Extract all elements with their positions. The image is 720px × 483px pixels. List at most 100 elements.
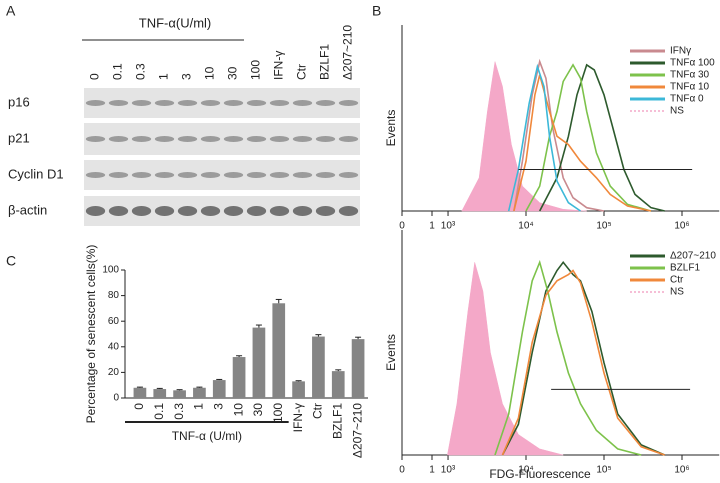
band: [200, 172, 221, 178]
legend-label: TNFα 100: [670, 58, 715, 69]
band: [223, 206, 244, 216]
x-tick-label: 100: [271, 403, 285, 423]
band: [85, 206, 106, 216]
band: [338, 100, 359, 106]
band: [315, 172, 336, 178]
legend-label: NS: [670, 287, 684, 298]
lane-label: 100: [249, 60, 263, 80]
band: [108, 136, 129, 142]
band: [154, 172, 175, 178]
line: [513, 74, 652, 212]
lane-label: 0.3: [134, 63, 148, 80]
band: [108, 206, 129, 216]
panel-label: C: [6, 253, 16, 269]
y-axis-label: Percentage of senescent cells(%): [84, 245, 98, 424]
row-label: β-actin: [8, 202, 47, 217]
band: [108, 100, 129, 106]
x-tick-label: 1: [429, 465, 435, 476]
bar: [193, 387, 206, 398]
x-tick-label: 10: [231, 403, 245, 417]
band: [223, 136, 244, 142]
row-label: p16: [8, 94, 30, 109]
line: [501, 269, 665, 456]
band: [154, 136, 175, 142]
lane-label: 0.1: [111, 63, 125, 80]
blot-strip: [84, 123, 360, 155]
band: [338, 206, 359, 216]
band: [131, 100, 152, 106]
row-label: p21: [8, 130, 30, 145]
band: [177, 172, 198, 178]
band: [200, 100, 221, 106]
band: [108, 172, 129, 178]
lane-label: Ctr: [295, 64, 309, 80]
x-tick-label: 0: [132, 403, 146, 410]
band: [269, 206, 290, 216]
bar: [212, 380, 226, 398]
x-tick-label: 1: [429, 221, 435, 232]
band: [223, 172, 244, 178]
legend-label: BZLF1: [670, 263, 700, 274]
legend-label: TNFα 0: [670, 94, 704, 105]
bar: [312, 336, 325, 398]
y-axis-label: Events: [384, 110, 398, 147]
band: [292, 206, 313, 216]
lane-label: 3: [180, 73, 194, 80]
bar: [153, 389, 167, 398]
x-tick-label: 0: [399, 221, 405, 232]
blot-group-label: TNF-α(U/ml): [139, 15, 212, 30]
y-tick-label: 0: [113, 393, 119, 404]
panel-label: B: [372, 3, 381, 19]
line: [494, 259, 642, 456]
legend-label: NS: [670, 106, 684, 117]
band: [269, 136, 290, 142]
band: [292, 136, 313, 142]
x-axis-label: FDG-Fluorescence: [489, 467, 591, 481]
band: [315, 206, 336, 216]
bar: [173, 390, 186, 398]
lane-label: 0: [88, 73, 102, 80]
x-tick-label: Δ207~210: [350, 403, 364, 458]
line: [507, 63, 581, 212]
band: [85, 136, 106, 142]
band: [200, 136, 221, 142]
y-tick-label: 40: [108, 341, 120, 352]
bar: [351, 339, 365, 398]
band: [223, 100, 244, 106]
band: [131, 172, 152, 178]
x-tick-label: 10³: [441, 221, 456, 232]
line: [501, 260, 666, 456]
bar: [272, 303, 286, 398]
band: [85, 172, 106, 178]
x-tick-label: 0.1: [152, 403, 166, 420]
bar: [292, 381, 305, 398]
blot-strip: [84, 88, 360, 118]
x-tick-label: 0: [399, 465, 405, 476]
band: [246, 172, 267, 178]
area: [447, 262, 564, 456]
x-tick-label: 10⁶: [674, 221, 689, 232]
y-tick-label: 80: [108, 290, 120, 301]
bar: [252, 327, 266, 398]
band: [269, 172, 290, 178]
y-axis-label: Events: [384, 334, 398, 371]
band: [246, 100, 267, 106]
x-tick-label: 3: [211, 403, 225, 410]
band: [131, 206, 152, 216]
band: [131, 136, 152, 142]
y-tick-label: 60: [108, 316, 120, 327]
band: [154, 206, 175, 216]
band: [177, 206, 198, 216]
legend-label: IFNγ: [670, 46, 691, 57]
band: [154, 100, 175, 106]
line: [525, 63, 652, 212]
band: [292, 100, 313, 106]
x-tick-label: 10⁴: [518, 465, 533, 476]
line: [513, 58, 605, 212]
band: [246, 136, 267, 142]
band: [269, 100, 290, 106]
lane-label: 1: [157, 73, 171, 80]
band: [177, 100, 198, 106]
x-tick-label: 30: [251, 403, 265, 417]
